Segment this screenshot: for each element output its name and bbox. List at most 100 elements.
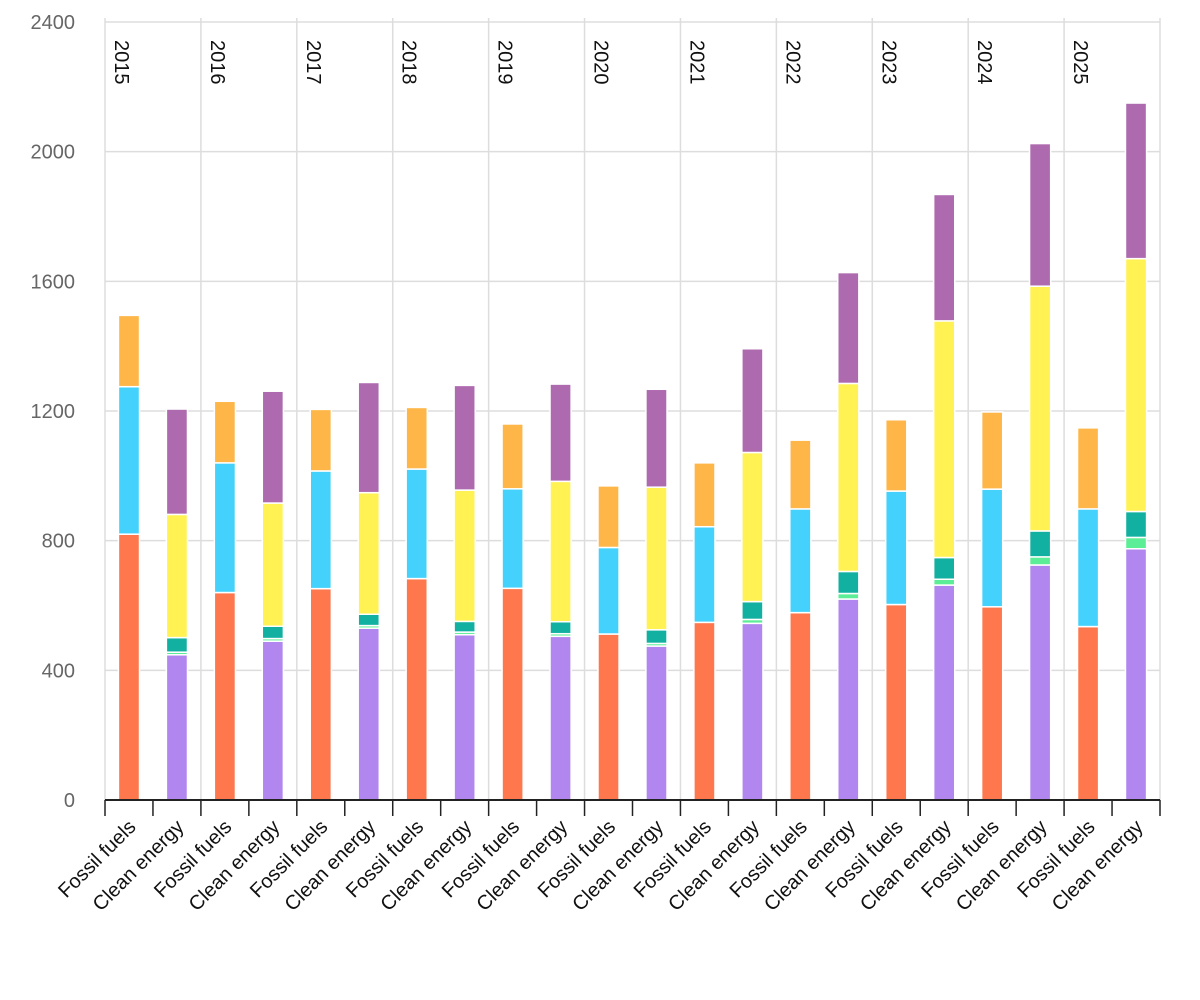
bar-segment xyxy=(741,600,764,621)
bar-2024-clean-energy xyxy=(1028,142,1052,801)
year-label: 2021 xyxy=(685,40,707,85)
bar-segment xyxy=(261,502,285,627)
bar-2018-fossil-fuels xyxy=(405,406,429,801)
bar-segment xyxy=(453,633,476,801)
bar-segment xyxy=(549,383,572,483)
bar-segment xyxy=(932,320,956,559)
bar-segment xyxy=(597,633,620,801)
bar-segment xyxy=(1124,548,1148,801)
bar-segment xyxy=(836,570,860,595)
bar-segment xyxy=(1124,510,1148,539)
bar-segment xyxy=(405,406,429,470)
bar-segment xyxy=(261,625,285,640)
bar-segment xyxy=(549,480,572,623)
year-label: 2023 xyxy=(877,40,899,85)
year-labels: 2015 2016 2017 2018 2019 2020 2021 2022 2023 2024… xyxy=(110,40,1091,85)
year-label: 2017 xyxy=(302,40,324,85)
bar-segment xyxy=(597,546,620,635)
bar-segment xyxy=(501,587,524,801)
bar-segment xyxy=(741,622,764,801)
bar-2023-fossil-fuels xyxy=(884,419,908,801)
bar-segment xyxy=(741,348,764,454)
bar-2022-clean-energy xyxy=(836,271,860,801)
y-tick-label: 2000 xyxy=(31,142,76,164)
year-label: 2025 xyxy=(1069,40,1091,85)
bar-segment xyxy=(357,627,381,801)
bar-segment xyxy=(549,620,572,635)
bar-2024-fossil-fuels xyxy=(980,411,1004,801)
bar-segment xyxy=(549,635,572,801)
bar-segment xyxy=(309,408,333,472)
bar-2015-clean-energy xyxy=(165,408,189,801)
bar-segment xyxy=(836,271,860,385)
bar-segment xyxy=(789,439,812,510)
year-label: 2016 xyxy=(206,40,228,85)
bar-segment xyxy=(165,408,189,516)
bar-segment xyxy=(405,468,429,580)
bar-segment xyxy=(261,390,285,504)
bar-segment xyxy=(789,611,812,801)
bars xyxy=(117,102,1148,801)
bar-segment xyxy=(836,382,860,573)
bar-segment xyxy=(789,508,812,614)
bar-2017-fossil-fuels xyxy=(309,408,333,801)
y-tick-label: 1200 xyxy=(31,401,76,423)
gridlines xyxy=(104,18,1161,800)
y-tick-label: 1600 xyxy=(31,271,76,293)
bar-segment xyxy=(645,629,668,645)
bar-segment xyxy=(309,587,333,801)
bar-segment xyxy=(213,400,237,464)
bar-segment xyxy=(357,381,381,494)
bar-segment xyxy=(165,654,189,801)
bar-2025-fossil-fuels xyxy=(1076,427,1100,801)
y-tick-label: 400 xyxy=(42,660,75,682)
bar-segment xyxy=(980,606,1004,801)
bar-segment xyxy=(1028,556,1052,566)
bar-segment xyxy=(741,451,764,603)
bar-segment xyxy=(165,513,189,639)
bar-segment xyxy=(932,584,956,801)
bar-segment xyxy=(693,462,716,528)
year-label: 2015 xyxy=(110,40,132,85)
bar-segment xyxy=(884,603,908,801)
bar-2025-clean-energy xyxy=(1124,102,1148,801)
year-label: 2020 xyxy=(590,40,612,85)
bar-segment xyxy=(117,314,141,388)
bar-segment xyxy=(117,533,141,801)
bar-segment xyxy=(117,385,141,535)
bar-segment xyxy=(213,591,237,801)
bar-segment xyxy=(1028,142,1052,287)
bar-segment xyxy=(1076,427,1100,510)
bar-segment xyxy=(645,388,668,488)
bar-2022-fossil-fuels xyxy=(789,439,812,801)
bar-2021-fossil-fuels xyxy=(693,462,716,801)
year-label: 2019 xyxy=(494,40,516,85)
bar-2019-clean-energy xyxy=(549,383,572,801)
bar-segment xyxy=(453,384,476,491)
bar-segment xyxy=(932,193,956,322)
bar-segment xyxy=(261,640,285,801)
bar-2020-clean-energy xyxy=(645,388,668,801)
bar-segment xyxy=(884,490,908,606)
year-label: 2018 xyxy=(398,40,420,85)
bar-2020-fossil-fuels xyxy=(597,485,620,801)
bar-2023-clean-energy xyxy=(932,193,956,801)
bar-2015-fossil-fuels xyxy=(117,314,141,801)
bar-2016-fossil-fuels xyxy=(213,400,237,801)
bar-segment xyxy=(1076,625,1100,801)
bar-segment xyxy=(501,488,524,590)
bar-segment xyxy=(453,620,476,633)
bar-segment xyxy=(1124,102,1148,260)
bar-segment xyxy=(980,488,1004,608)
bar-segment xyxy=(980,411,1004,490)
y-tick-label: 800 xyxy=(42,531,75,553)
bar-segment xyxy=(693,621,716,801)
y-axis-tick-labels: 0 400 800 1200 1600 2000 2400 xyxy=(31,12,76,812)
bar-2017-clean-energy xyxy=(357,381,381,801)
bar-segment xyxy=(309,470,333,590)
bar-segment xyxy=(1076,508,1100,628)
bar-segment xyxy=(165,636,189,653)
year-label: 2024 xyxy=(973,40,995,85)
bar-segment xyxy=(1124,257,1148,513)
